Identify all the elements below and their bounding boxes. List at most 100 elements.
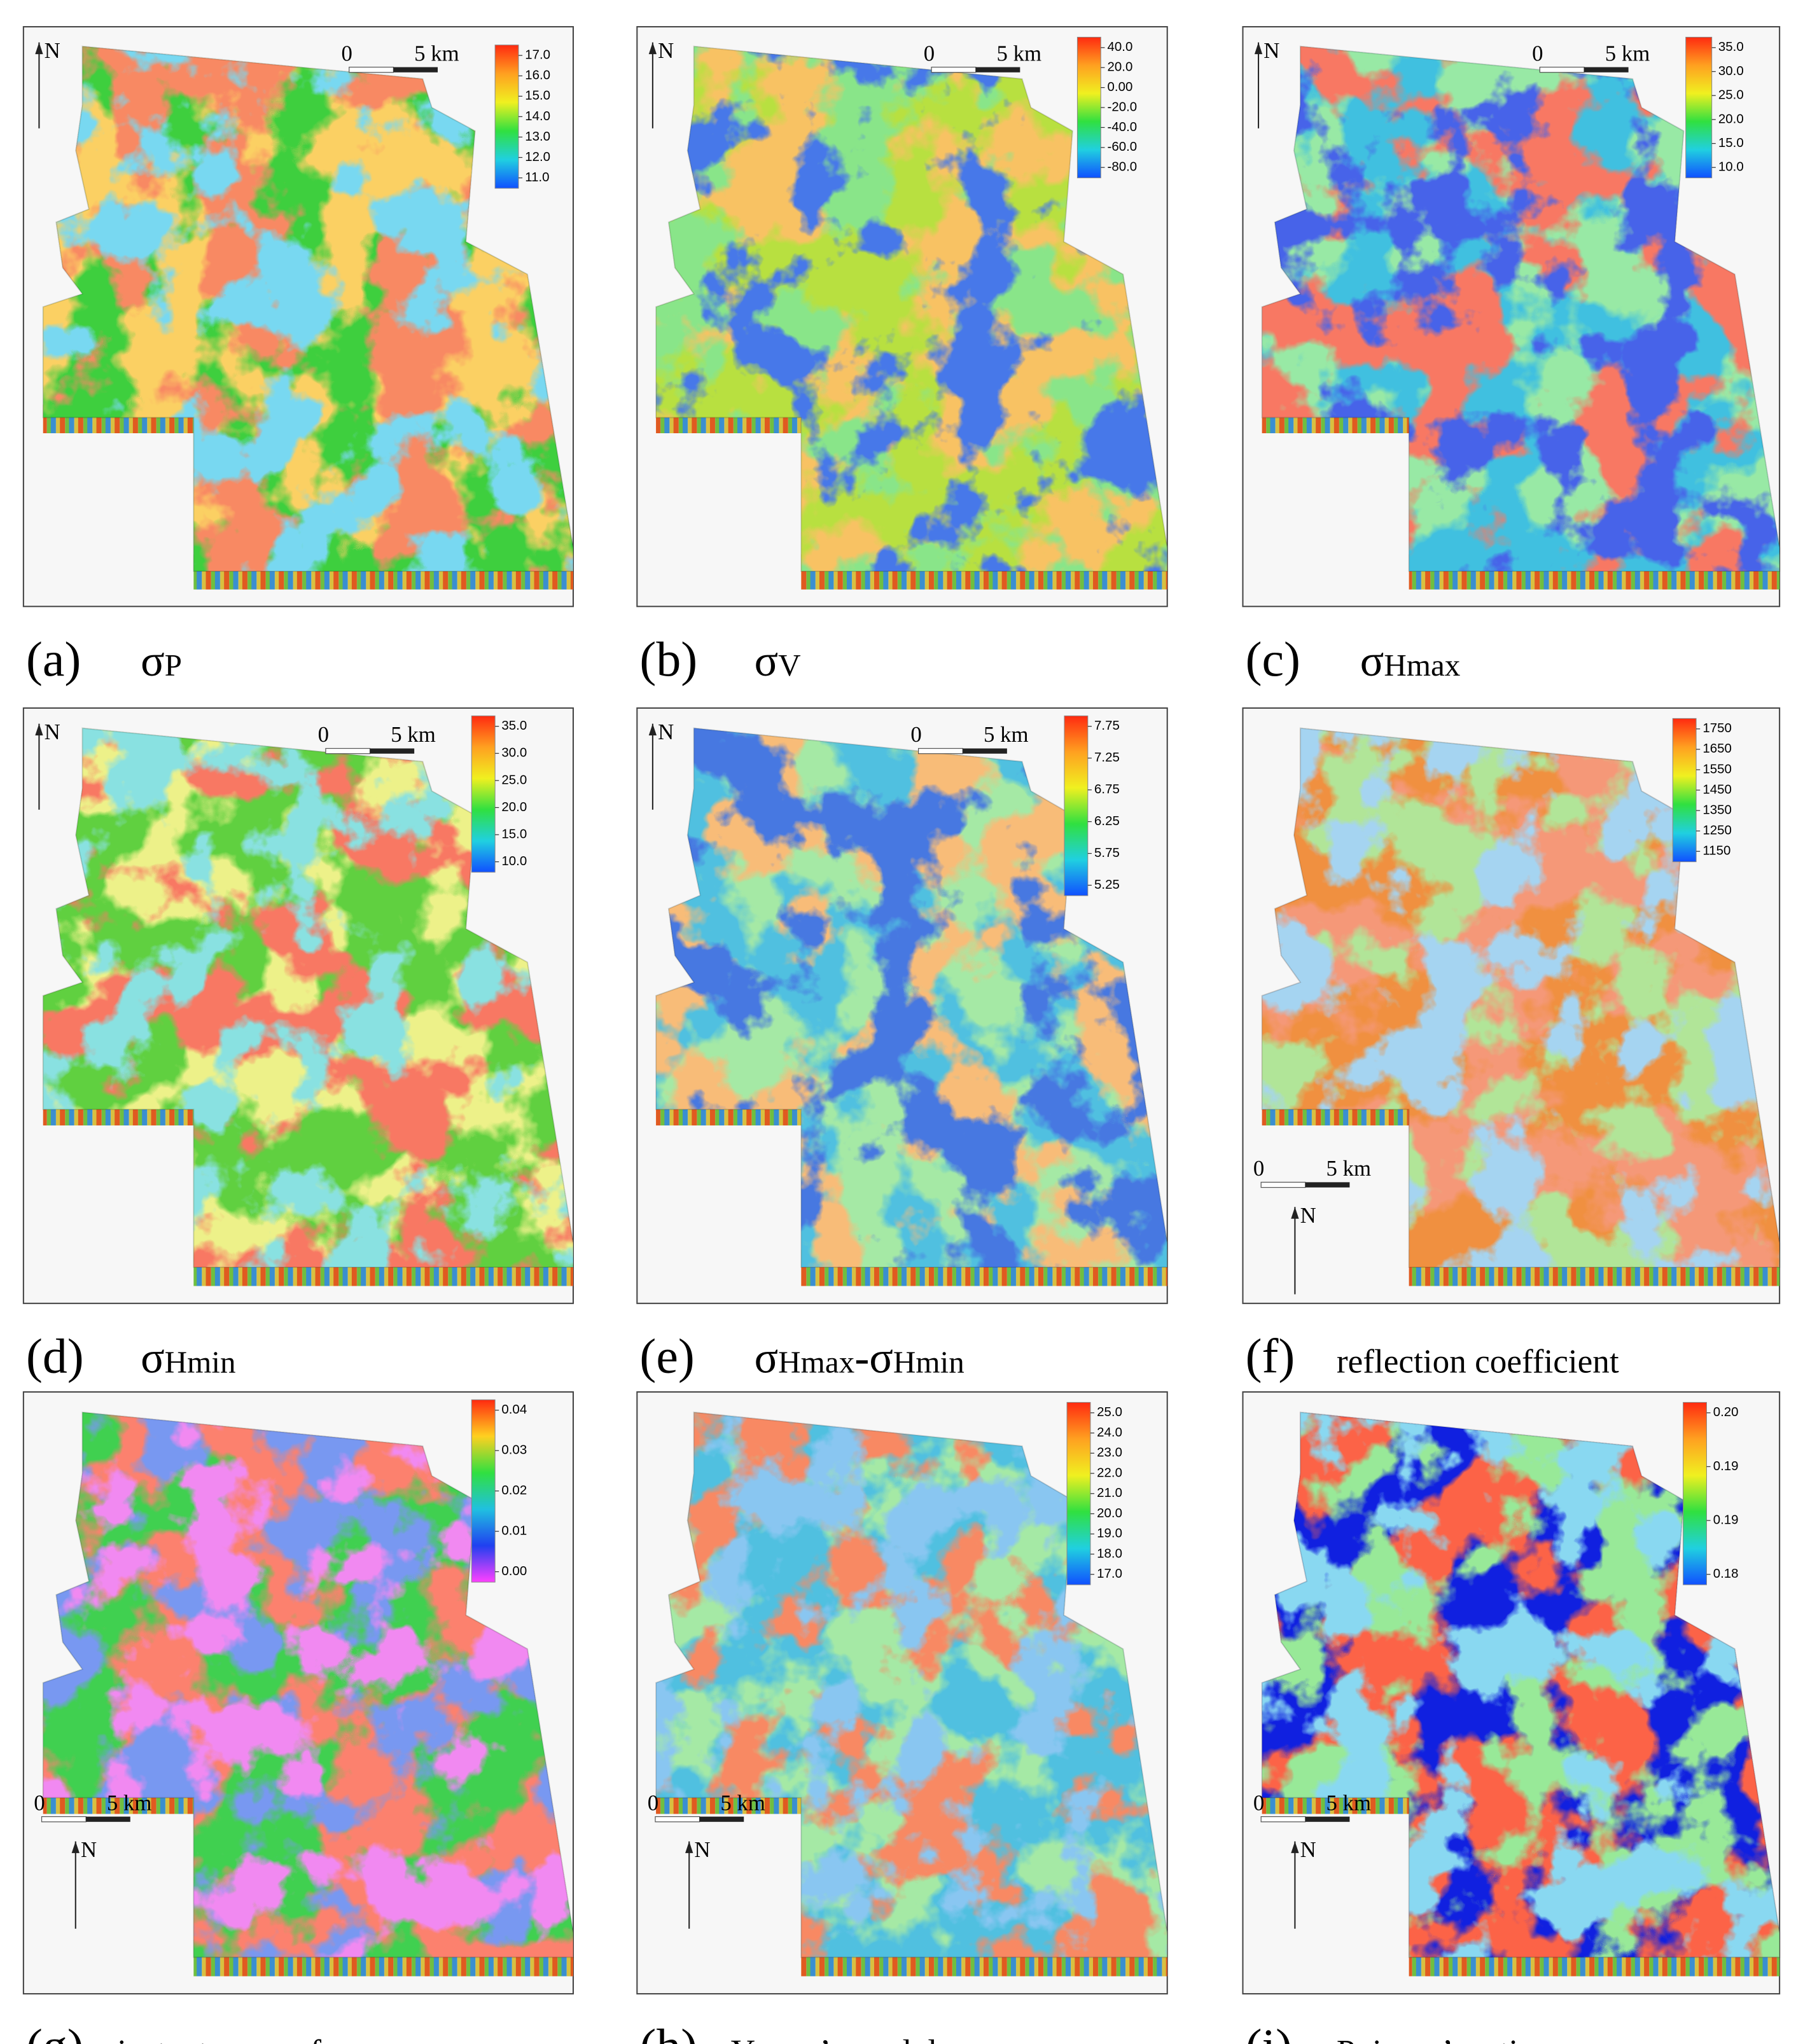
panel: 7.75 7.25 6.75 6.25 5.75 5.25 0 5 km N [636, 707, 1168, 1304]
colorbar-label: 40.0 [1108, 39, 1133, 54]
north-label: N [1300, 1203, 1316, 1228]
scale-bar [1539, 66, 1585, 73]
colorbar-label: 20.0 [1097, 1506, 1122, 1520]
scale-bar [699, 1816, 744, 1822]
panel: 1750 1650 1550 1450 1350 1250 1150 0 5 km N [1242, 707, 1781, 1304]
colorbar-label: 20.0 [501, 800, 527, 814]
scale-bar [393, 67, 438, 73]
colorbar-label: 15.0 [501, 826, 527, 841]
scale-zero: 0 [910, 722, 921, 747]
panel-label: (e) [639, 1328, 694, 1383]
colorbar-label: 35.0 [501, 718, 527, 733]
scale-bar [1305, 1816, 1350, 1822]
colorbar-label: 1550 [1702, 761, 1732, 776]
colorbar-label: 6.75 [1094, 782, 1120, 796]
scale-zero: 0 [1253, 1156, 1264, 1181]
north-label: N [1300, 1837, 1316, 1862]
scale-distance: 5 km [391, 722, 436, 747]
scale-distance: 5 km [984, 722, 1029, 747]
scale-bar [655, 1816, 700, 1823]
colorbar-label: 30.0 [1718, 64, 1744, 78]
north-arrow-head [35, 42, 43, 55]
caption-part: σ [755, 637, 779, 686]
caption-part: Young’s modulus [731, 2033, 968, 2044]
colorbar-label: 15.0 [1718, 136, 1744, 150]
colorbar-label: 17.0 [525, 48, 550, 62]
scale-distance: 5 km [720, 1790, 765, 1815]
panel-caption: instantaneous frequency [117, 2033, 445, 2044]
north-arrow-head [685, 1841, 693, 1853]
panel-caption: reflection coefficient [1337, 1342, 1619, 1380]
colorbar-label: 13.0 [525, 129, 550, 144]
colorbar [1685, 36, 1713, 179]
colorbar-label: 19.0 [1097, 1526, 1122, 1541]
scale-zero: 0 [1532, 41, 1543, 66]
caption-part: σ [141, 1333, 165, 1382]
colorbar-label: 7.25 [1094, 750, 1120, 765]
caption-part: Hmin [165, 1344, 236, 1379]
caption-part: Poisson’s ratio [1337, 2033, 1535, 2044]
panel-label: (f) [1246, 1328, 1295, 1383]
north-label: N [1263, 38, 1279, 63]
caption-part: reflection coefficient [1337, 1342, 1619, 1380]
colorbar-label: 20.0 [1718, 111, 1744, 126]
caption-part: σ [755, 1333, 779, 1382]
colorbar-label: 21.0 [1097, 1485, 1122, 1500]
caption-part: Hmin [893, 1344, 964, 1379]
colorbar-label: 30.0 [501, 746, 527, 760]
caption-part: P [165, 648, 182, 683]
panel-caption: Poisson’s ratio [1337, 2033, 1535, 2044]
colorbar-label: 23.0 [1097, 1445, 1122, 1460]
caption-part: V [778, 648, 800, 683]
colorbar [1066, 1401, 1091, 1585]
panel-label: (h) [639, 2019, 697, 2044]
panel-caption: σV [755, 637, 801, 686]
colorbar-label: -80.0 [1108, 160, 1138, 174]
scale-bar [370, 748, 415, 754]
map-outline [1261, 45, 1781, 573]
scale-distance: 5 km [107, 1790, 152, 1815]
colorbar-label: 1350 [1702, 802, 1732, 817]
scale-zero: 0 [341, 41, 352, 66]
colorbar [471, 715, 496, 873]
scale-bar [931, 66, 977, 73]
scale-bar [1260, 1181, 1306, 1188]
colorbar-label: 7.75 [1094, 718, 1120, 733]
caption-part: Hmax [778, 1344, 854, 1379]
panel: 0.20 0.19 0.19 0.18 0 5 km N [1242, 1391, 1781, 1995]
scale-bar [963, 748, 1007, 754]
scale-bar [1305, 1182, 1350, 1188]
colorbar-label: 0.03 [501, 1443, 527, 1457]
scale-bar [975, 67, 1020, 73]
colorbar-label: 0.00 [501, 1564, 527, 1578]
scale-bar [86, 1816, 130, 1822]
panel: 35.0 30.0 25.0 20.0 15.0 10.0 0 5 km N [22, 707, 574, 1304]
colorbar [1064, 715, 1089, 896]
colorbar-label: 25.0 [501, 772, 527, 787]
caption-part: σ [141, 637, 165, 686]
north-label: N [694, 1837, 710, 1862]
colorbar-label: 0.01 [501, 1524, 527, 1538]
colorbar-label: 0.02 [501, 1483, 527, 1498]
scale-distance: 5 km [1605, 41, 1650, 66]
colorbar [471, 1399, 496, 1583]
colorbar-label: 0.00 [1108, 80, 1133, 94]
north-arrow-head [648, 723, 657, 736]
colorbar-label: 22.0 [1097, 1465, 1122, 1480]
north-label: N [45, 38, 60, 63]
colorbar-label: 1750 [1702, 721, 1732, 735]
scale-bar [41, 1816, 87, 1823]
scale-zero: 0 [1253, 1790, 1264, 1815]
scale-distance: 5 km [414, 41, 459, 66]
panel-label: (g) [26, 2019, 84, 2044]
colorbar-label: 10.0 [501, 854, 527, 868]
map-outline [655, 45, 1168, 573]
colorbar-label: 1450 [1702, 782, 1732, 796]
north-label: N [658, 38, 674, 63]
panel-caption: Young’s modulus [731, 2033, 968, 2044]
colorbar-label: 0.20 [1713, 1405, 1739, 1419]
scale-bar [1584, 67, 1629, 73]
scale-zero: 0 [34, 1790, 45, 1815]
colorbar [494, 45, 519, 189]
caption-part: σ [1360, 637, 1384, 686]
